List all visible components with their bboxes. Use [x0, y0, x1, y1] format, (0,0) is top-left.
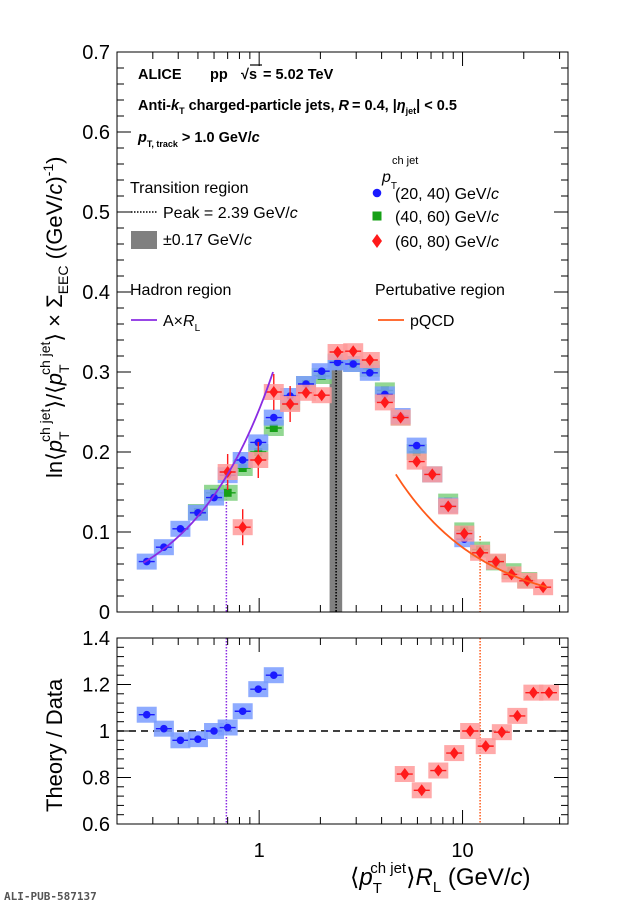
jet-label: Anti-kT charged-particle jets, R = 0.4, |…: [138, 98, 457, 116]
transition-header: Transition region: [130, 180, 249, 197]
bottom-y-tick-label: 0.8: [82, 768, 110, 790]
legend-marker-60-80: [372, 234, 382, 248]
bottom-data-point: [194, 735, 202, 743]
top-data-point: [301, 386, 311, 399]
collision-label: pp: [210, 67, 228, 83]
top-data-point: [285, 398, 295, 410]
top-data-point: [396, 411, 406, 424]
top-y-tick-label: 0.6: [82, 122, 110, 144]
top-y-tick-label: 0.2: [82, 442, 110, 464]
bottom-data-point: [160, 724, 168, 733]
top-data-point: [349, 360, 358, 368]
hadron-model-curve: [143, 371, 274, 564]
top-data-point: [412, 455, 422, 468]
top-data-point: [366, 369, 374, 377]
top-y-tick-label: 0.1: [82, 522, 110, 544]
top-data-point: [176, 525, 185, 533]
bottom-data-point: [433, 764, 443, 777]
bottom-panel-data: [117, 638, 568, 824]
bottom-axes: 1 10 0.6 0.8 1 1.2 1.4: [82, 628, 568, 862]
bottom-data-point: [544, 686, 554, 699]
top-data-point: [365, 354, 375, 366]
bottom-data-point: [269, 671, 278, 679]
experiment-label: ALICE: [138, 67, 182, 83]
hadron-header: Hadron region: [130, 282, 231, 299]
top-data-point: [238, 456, 247, 464]
top-data-point: [538, 581, 548, 594]
top-data-point: [443, 500, 453, 513]
sqrt-s-symbol: √s: [241, 67, 257, 83]
bottom-data-point: [465, 725, 475, 737]
top-y-tick-label: 0: [99, 602, 110, 624]
bottom-data-point: [223, 723, 232, 732]
top-data-point: [223, 488, 232, 497]
top-data-point: [317, 389, 327, 402]
x-axis-title: ⟨pTch jet⟩RL (GeV/c): [350, 860, 531, 897]
x-tick-label: 1: [254, 840, 265, 862]
top-data-point: [412, 441, 421, 450]
legend-pt-header: pT: [381, 169, 397, 192]
top-data-point: [269, 386, 279, 398]
top-data-point: [253, 454, 263, 466]
top-y-tick-label: 0.7: [82, 42, 110, 64]
peak-label: Peak = 2.39 GeV/c: [163, 205, 298, 222]
bottom-data-point: [449, 747, 459, 760]
legend-pt-header-sup: ch jet: [392, 155, 418, 167]
bottom-data-point: [481, 740, 491, 753]
top-data-point: [333, 358, 342, 367]
top-data-point: [427, 468, 437, 481]
bottom-data-point: [512, 709, 522, 722]
publication-id: ALI-PUB-587137: [4, 890, 97, 903]
top-y-tick-label: 0.5: [82, 202, 110, 224]
bottom-data-point: [254, 685, 263, 693]
top-panel-data: [136, 343, 554, 612]
legend-series-60-80: (60, 80) GeV/c: [395, 234, 499, 251]
hadron-model-label: A×RL: [163, 313, 201, 334]
band-legend-swatch: [131, 231, 157, 249]
bottom-y-tick-label: 0.6: [82, 814, 110, 836]
legend-series-20-40: (20, 40) GeV/c: [395, 186, 499, 203]
top-data-point: [238, 521, 248, 534]
bottom-data-point: [528, 686, 538, 699]
top-data-point: [333, 346, 343, 358]
energy-label: = 5.02 TeV: [263, 67, 334, 83]
x-tick-label: 10: [451, 840, 473, 862]
bottom-data-point: [497, 726, 507, 739]
pqcd-model-label: pQCD: [410, 313, 454, 330]
bottom-y-tick-label: 1.4: [82, 628, 110, 650]
top-data-point: [380, 396, 390, 409]
top-data-point: [475, 546, 485, 559]
legend-marker-40-60: [372, 211, 382, 221]
legend-marker-20-40: [372, 188, 382, 198]
legend-series-40-60: (40, 60) GeV/c: [395, 209, 499, 226]
pert-header: Pertubative region: [375, 282, 505, 299]
top-data-point: [348, 345, 358, 358]
top-axes: 0 0.1 0.2 0.3 0.4 0.5 0.6 0.7: [82, 42, 568, 624]
bottom-data-point: [142, 710, 151, 719]
bottom-y-tick-label: 1: [99, 721, 110, 743]
bottom-y-axis-title: Theory / Data: [42, 678, 67, 812]
top-y-axis-title: ln⟨pTch jet⟩/⟨pTch jet⟩ × ΣEEC ((GeV/c)-…: [37, 156, 72, 478]
top-data-point: [269, 424, 278, 432]
bottom-data-point: [210, 727, 218, 735]
pqcd-model-curve: [395, 473, 548, 589]
top-data-point: [269, 413, 278, 422]
top-data-point: [317, 367, 326, 376]
track-cut-label: pT, track > 1.0 GeV/c: [137, 130, 260, 149]
top-panel-frame: [116, 51, 569, 613]
bottom-data-point: [238, 707, 247, 716]
bottom-data-point: [417, 784, 427, 797]
top-y-tick-label: 0.4: [82, 282, 110, 304]
top-data-point: [160, 543, 168, 551]
bottom-data-point: [176, 736, 185, 745]
top-y-tick-label: 0.3: [82, 362, 110, 384]
top-data-point: [459, 527, 469, 540]
bottom-y-tick-label: 1.2: [82, 675, 110, 697]
top-data-point: [491, 555, 501, 568]
bottom-data-point: [400, 768, 410, 781]
band-label: ±0.17 GeV/c: [163, 232, 252, 249]
